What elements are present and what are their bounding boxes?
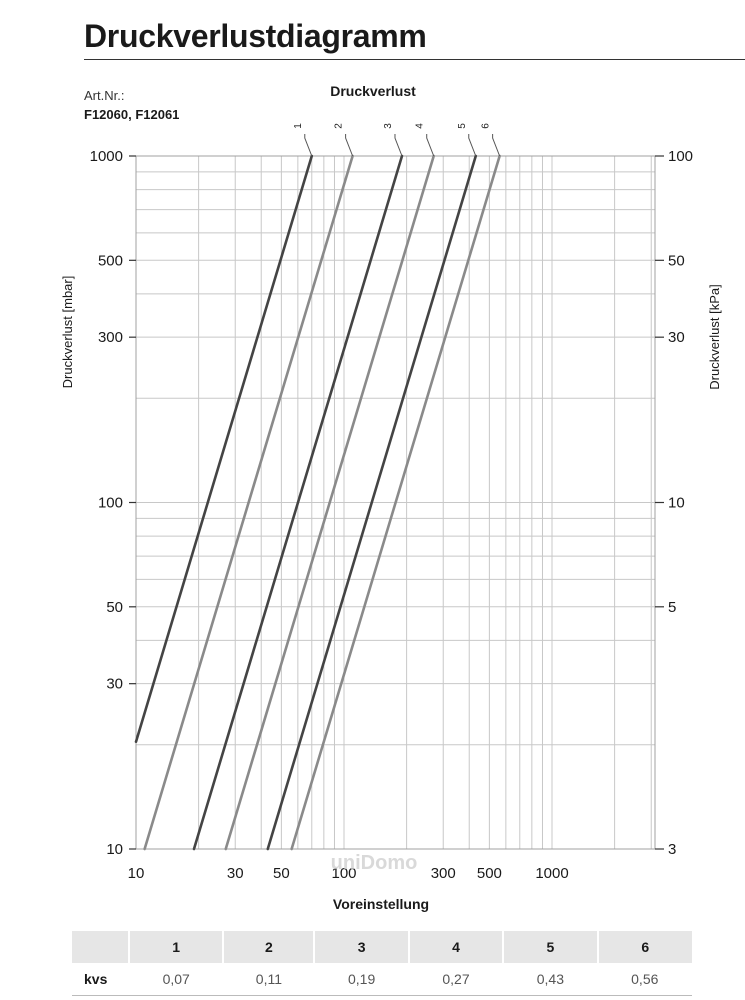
y-axis-label-right: Druckverlust [kPa]	[707, 284, 722, 389]
y-tick-label-left: 100	[98, 495, 123, 512]
series-line-4	[224, 154, 436, 851]
series-leader-1	[304, 134, 313, 157]
x-tick-label: 1000	[535, 865, 568, 882]
article-number-value: F12060, F12061	[84, 107, 180, 122]
kvs-table: 1 2 3 4 5 6 kvs 0,07 0,11 0,19 0,27 0,43…	[72, 931, 692, 996]
y-tick-label-right: 10	[668, 495, 685, 512]
series-leaders: 1 2 3 4 5 6	[293, 123, 501, 157]
series-leader-5	[468, 134, 477, 157]
y-tick-label-right: 100	[668, 148, 693, 165]
y-tick-label-right: 50	[668, 252, 685, 269]
chart-ticks: 10 30 50 100 300 500 1000 3 5 10 30 50 100 10 30 50 100 3…	[90, 148, 693, 882]
y-tick-label-left: 1000	[90, 148, 123, 165]
series-leader-4	[426, 134, 435, 157]
series-label-6: 6	[481, 123, 492, 129]
series-label-1: 1	[293, 123, 304, 129]
pressure-loss-chart: 1 2 3 4 5 6 10 30 50 100 300 500 1000 3 5 10 30 50 100 10 3…	[60, 83, 722, 912]
series-line-6	[290, 154, 501, 851]
kvs-header-cell: 1	[127, 931, 224, 963]
article-number-label: Art.Nr.:	[84, 88, 125, 103]
series-line-2	[143, 154, 354, 851]
y-tick-label-right: 30	[668, 329, 685, 346]
title-divider	[84, 59, 745, 60]
kvs-value-cell: 0,11	[223, 963, 315, 996]
kvs-header-cell: 5	[502, 931, 598, 963]
kvs-header-empty	[72, 931, 129, 963]
y-tick-label-left: 300	[98, 329, 123, 346]
kvs-value-cell: 0,07	[129, 963, 224, 996]
watermark: uniDomo	[331, 852, 418, 874]
series-line-5	[266, 154, 478, 851]
series-label-5: 5	[457, 123, 468, 129]
series-label-2: 2	[334, 123, 345, 129]
y-tick-label-left: 50	[106, 599, 123, 616]
kvs-header-cell: 4	[407, 931, 504, 963]
x-tick-label: 300	[431, 865, 456, 882]
kvs-header-row: 1 2 3 4 5 6	[72, 931, 692, 963]
series-leader-3	[394, 134, 403, 157]
x-axis-label: Voreinstellung	[333, 896, 429, 912]
chart-title: Druckverlust	[330, 83, 416, 99]
kvs-row-label: kvs	[72, 963, 129, 996]
chart-series	[134, 154, 501, 851]
y-tick-label-right: 5	[668, 599, 676, 616]
kvs-value-cell: 0,56	[597, 963, 692, 996]
kvs-header-cell: 3	[313, 931, 409, 963]
kvs-header-cell: 2	[222, 931, 315, 963]
series-leader-6	[492, 134, 501, 157]
kvs-header-cell: 6	[596, 931, 692, 963]
series-line-3	[192, 154, 404, 851]
x-tick-label: 100	[331, 865, 356, 882]
y-tick-label-left: 30	[106, 676, 123, 693]
x-tick-label: 30	[227, 865, 244, 882]
y-tick-label-right: 3	[668, 841, 676, 858]
kvs-value-row: kvs 0,07 0,11 0,19 0,27 0,43 0,56	[72, 963, 692, 996]
y-tick-label-left: 500	[98, 252, 123, 269]
page-title: Druckverlustdiagramm	[84, 18, 427, 54]
series-line-1	[134, 154, 314, 744]
series-label-3: 3	[383, 123, 394, 129]
y-axis-label-left: Druckverlust [mbar]	[60, 276, 75, 389]
series-label-4: 4	[415, 123, 426, 129]
kvs-value-cell: 0,43	[503, 963, 598, 996]
series-leader-2	[345, 134, 354, 157]
x-tick-label: 50	[273, 865, 290, 882]
y-tick-label-left: 10	[106, 841, 123, 858]
kvs-value-cell: 0,27	[408, 963, 504, 996]
kvs-value-cell: 0,19	[314, 963, 409, 996]
x-tick-label: 500	[477, 865, 502, 882]
x-tick-label: 10	[128, 865, 145, 882]
